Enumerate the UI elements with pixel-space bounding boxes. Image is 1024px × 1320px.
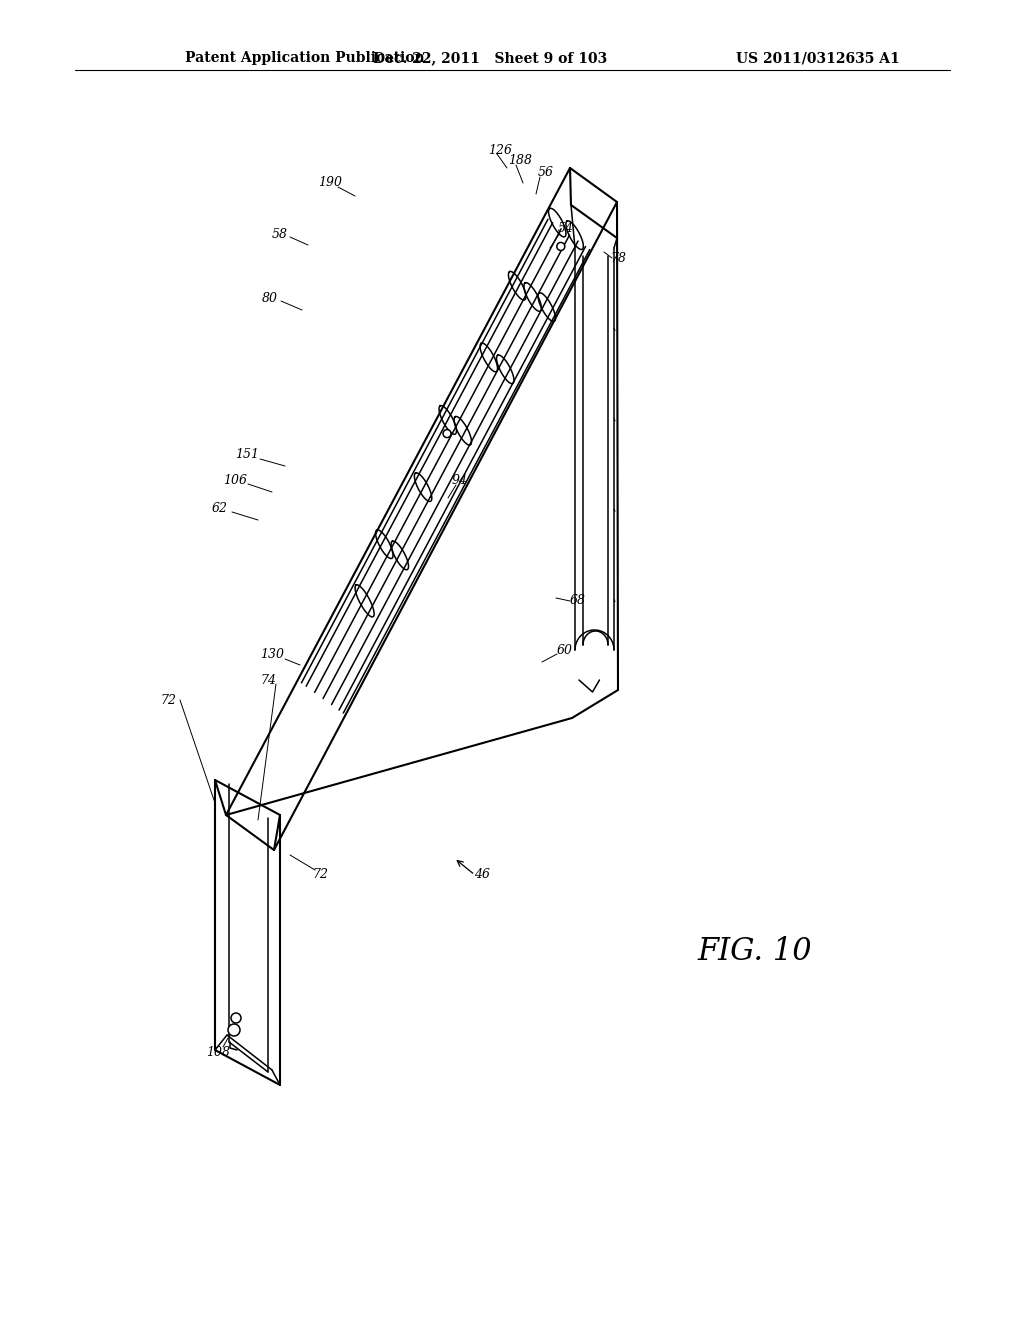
- Text: 94: 94: [452, 474, 468, 487]
- Text: 108: 108: [206, 1045, 230, 1059]
- Text: 151: 151: [234, 449, 259, 462]
- Text: 46: 46: [474, 869, 490, 882]
- Text: 62: 62: [212, 502, 228, 515]
- Text: 54: 54: [558, 222, 574, 235]
- Circle shape: [228, 1024, 240, 1036]
- Text: 188: 188: [508, 153, 532, 166]
- Circle shape: [231, 1012, 241, 1023]
- Text: 130: 130: [260, 648, 284, 661]
- Text: 60: 60: [557, 644, 573, 656]
- Text: 58: 58: [272, 227, 288, 240]
- Text: 56: 56: [538, 165, 554, 178]
- Text: Patent Application Publication: Patent Application Publication: [185, 51, 425, 65]
- Text: 68: 68: [570, 594, 586, 606]
- Text: FIG. 10: FIG. 10: [697, 936, 812, 968]
- Text: 72: 72: [312, 869, 328, 882]
- Text: US 2011/0312635 A1: US 2011/0312635 A1: [736, 51, 900, 65]
- Text: 78: 78: [610, 252, 626, 264]
- Text: 80: 80: [262, 292, 278, 305]
- Circle shape: [557, 243, 565, 251]
- Text: 72: 72: [160, 693, 176, 706]
- Circle shape: [443, 429, 451, 437]
- Text: 126: 126: [488, 144, 512, 157]
- Text: Dec. 22, 2011   Sheet 9 of 103: Dec. 22, 2011 Sheet 9 of 103: [373, 51, 607, 65]
- Text: 190: 190: [318, 176, 342, 189]
- Text: 74: 74: [260, 673, 276, 686]
- Text: 106: 106: [223, 474, 247, 487]
